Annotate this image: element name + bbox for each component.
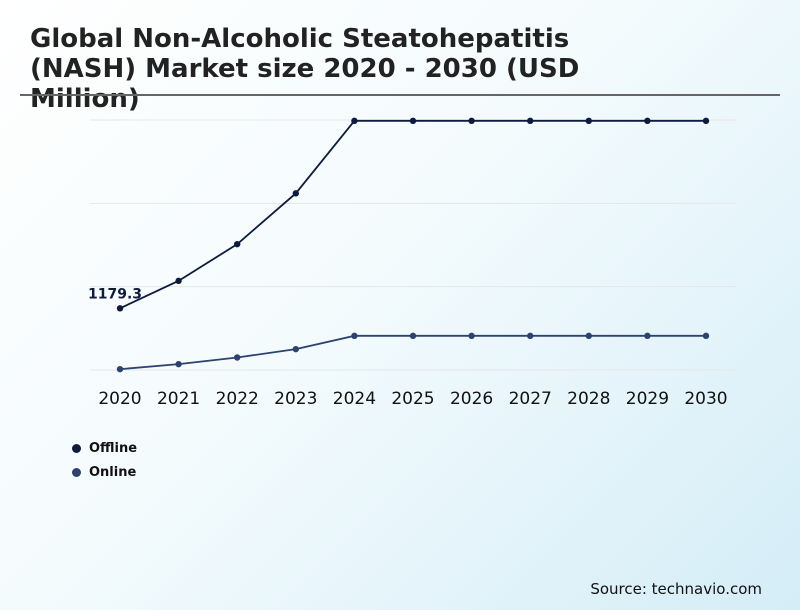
series-line-online	[119, 334, 706, 371]
source-credit: Source: technavio.com	[590, 580, 762, 598]
x-tick-label: 2027	[509, 389, 552, 409]
legend-label-online: Online	[89, 464, 137, 480]
data-label: 1179.3	[88, 286, 142, 302]
x-tick-label: 2026	[450, 389, 493, 409]
data-point-offline	[468, 117, 475, 125]
data-point-online	[527, 332, 534, 340]
data-point-offline	[644, 117, 651, 125]
labels-layer: 2020 2021 2022 2023 2024 2025 2026 2027 2028 2029…	[88, 286, 728, 409]
data-point-offline	[702, 117, 710, 125]
legend-item-online[interactable]: Online	[72, 460, 137, 484]
data-point-online	[468, 332, 475, 340]
data-point-online	[292, 345, 299, 353]
x-tick-label: 2030	[684, 389, 727, 409]
data-point-online	[116, 365, 124, 373]
data-point-offline	[527, 117, 534, 125]
data-point-offline	[234, 240, 241, 248]
x-tick-label: 2020	[98, 389, 141, 409]
x-tick-label: 2025	[391, 389, 434, 409]
series-line-offline	[119, 119, 706, 310]
data-point-online	[585, 332, 592, 340]
title-divider	[20, 94, 780, 96]
data-point-offline	[116, 305, 124, 312]
x-tick-label: 2023	[274, 389, 317, 409]
legend-dot-online-icon	[72, 467, 81, 477]
legend: Offline Online	[72, 436, 137, 484]
data-point-online	[644, 332, 651, 340]
data-point-online	[234, 354, 241, 361]
x-tick-label: 2022	[216, 389, 259, 409]
data-point-online	[351, 332, 358, 340]
legend-dot-offline-icon	[72, 443, 81, 453]
data-point-offline	[175, 277, 182, 285]
legend-label-offline: Offline	[89, 440, 138, 456]
gridlines	[90, 119, 736, 371]
data-point-online	[702, 332, 710, 340]
data-point-online	[175, 360, 182, 368]
series-layer	[116, 117, 710, 373]
data-point-offline	[292, 190, 299, 197]
data-point-online	[409, 332, 417, 340]
data-point-offline	[351, 117, 358, 125]
x-tick-label: 2028	[567, 389, 610, 409]
x-tick-label: 2029	[626, 389, 669, 409]
x-tick-label: 2021	[157, 389, 200, 409]
x-tick-label: 2024	[333, 389, 376, 409]
data-point-offline	[409, 117, 417, 125]
chart-title: Global Non-Alcoholic Steatohepatitis (NA…	[30, 24, 580, 114]
legend-item-offline[interactable]: Offline	[72, 436, 137, 460]
data-point-offline	[585, 117, 592, 125]
